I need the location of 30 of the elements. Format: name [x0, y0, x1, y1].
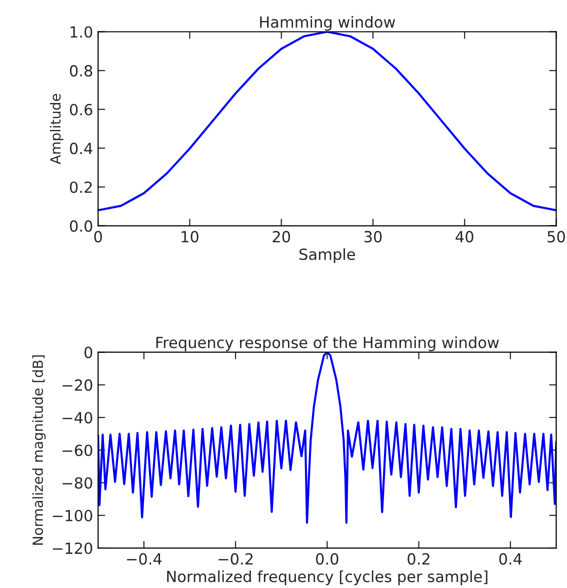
y-tick-label: −120	[52, 542, 92, 554]
y-tick-label: −20	[62, 379, 92, 391]
y-tick-label: 0.8	[70, 65, 92, 77]
x-tick-label: 30	[364, 230, 382, 242]
y-tick-label: −60	[62, 444, 92, 456]
x-tick-label: 20	[272, 230, 290, 242]
chart-title: Hamming window	[260, 16, 396, 31]
y-tick-label: −100	[52, 510, 92, 522]
chart-title: Frequency response of the Hamming window	[156, 336, 499, 352]
y-tick-label: −40	[62, 412, 92, 424]
x-tick-label: −0.4	[126, 553, 162, 565]
x-axis-title: Sample	[300, 248, 355, 264]
y-tick-label: 0	[84, 346, 92, 358]
x-tick-label: 40	[456, 230, 474, 242]
y-tick-label: 1.0	[70, 26, 92, 38]
x-tick-label: 0	[94, 230, 102, 242]
y-tick-label: 0.4	[70, 142, 92, 154]
x-tick-label: −0.2	[218, 553, 253, 565]
y-tick-label: 0.0	[70, 220, 92, 232]
x-tick-label: 0.4	[499, 553, 522, 565]
y-tick-label: 0.6	[70, 104, 92, 116]
x-tick-label: 50	[548, 230, 565, 242]
y-tick-label: −80	[62, 477, 92, 489]
y-axis-title: Amplitude	[50, 94, 64, 164]
x-tick-label: 0.2	[408, 553, 430, 565]
y-axis-title: Normalized magnitude [dB]	[32, 355, 46, 545]
y-tick-label: 0.2	[70, 181, 92, 194]
x-axis-title: Normalized frequency [cycles per sample]	[167, 570, 488, 586]
x-tick-label: 10	[182, 230, 198, 242]
x-tick-label: 0.0	[316, 553, 338, 565]
